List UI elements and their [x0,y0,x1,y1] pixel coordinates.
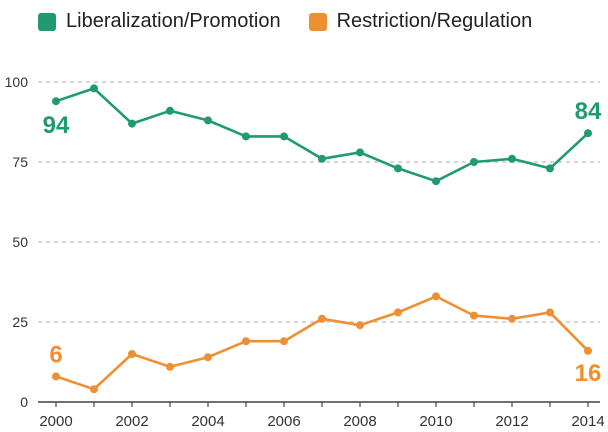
series-0-point-2009 [394,164,402,173]
end-label-start-series-0: 94 [43,112,70,139]
y-tick-label-100: 100 [5,74,29,90]
y-tick-label-0: 0 [20,394,28,410]
x-tick-label-2012: 2012 [495,413,528,430]
series-1-point-2002 [128,350,136,358]
series-0-point-2007 [318,154,326,163]
series [52,84,592,394]
series-1-point-2004 [204,353,212,362]
series-0-point-2000 [52,97,60,106]
series-1-point-2000 [52,372,60,381]
series-0-point-2013 [546,164,554,173]
legend-swatch-liberalization [38,12,56,31]
axes: 0 25 50 75 100 2000 2002 2004 2006 2008 2010 2012 20… [5,74,605,430]
x-tick-label-2010: 2010 [419,413,452,430]
series-1-point-2011 [470,311,478,320]
end-label-end-series-1: 16 [575,360,602,387]
legend-item-restriction: Restriction/Regulation [308,10,533,33]
series-0-point-2004 [204,116,212,125]
series-1-point-2007 [318,314,326,323]
y-tick-label-25: 25 [12,314,28,330]
series-0-point-2005 [242,132,250,141]
series-1-point-2001 [90,385,98,394]
end-label-end-series-0: 84 [575,98,602,125]
x-tick-label-2002: 2002 [115,413,148,430]
series-0-point-2003 [166,106,174,115]
x-tick-label-2014: 2014 [571,413,604,430]
series-line-1 [55,295,589,391]
series-0-point-2002 [128,119,136,128]
series-0-point-2011 [470,158,478,166]
series-1-point-2010 [432,292,440,301]
series-1-point-2005 [242,337,250,346]
series-1-point-2014 [584,346,592,355]
series-line-0 [55,87,589,183]
series-1-point-2003 [166,362,174,371]
series-0-point-2001 [90,84,98,93]
end-label-start-series-1: 6 [49,341,62,368]
x-tick-label-2008: 2008 [343,413,376,430]
series-1-point-2013 [546,308,554,317]
legend-label-liberalization: Liberalization/Promotion [66,10,281,32]
series-1-point-2009 [394,308,402,317]
legend: Liberalization/Promotion Restriction/Reg… [38,10,532,33]
series-1-point-2012 [508,314,516,323]
x-tick-label-2000: 2000 [39,413,72,430]
y-tick-label-75: 75 [12,154,28,170]
legend-label-restriction: Restriction/Regulation [336,10,533,32]
series-1-point-2006 [280,337,288,346]
series-0-point-2006 [280,132,288,141]
series-0-point-2014 [584,129,592,138]
end-labels: 94 84 6 16 [43,98,602,387]
y-tick-label-50: 50 [12,234,28,250]
grid [38,81,600,323]
series-0-point-2008 [356,148,364,157]
legend-item-liberalization: Liberalization/Promotion [38,10,281,33]
series-1-point-2008 [356,321,364,330]
legend-swatch-restriction [308,12,327,31]
x-tick-label-2004: 2004 [191,413,224,430]
series-0-point-2010 [432,177,440,186]
x-tick-label-2006: 2006 [267,413,300,430]
series-0-point-2012 [508,154,516,163]
